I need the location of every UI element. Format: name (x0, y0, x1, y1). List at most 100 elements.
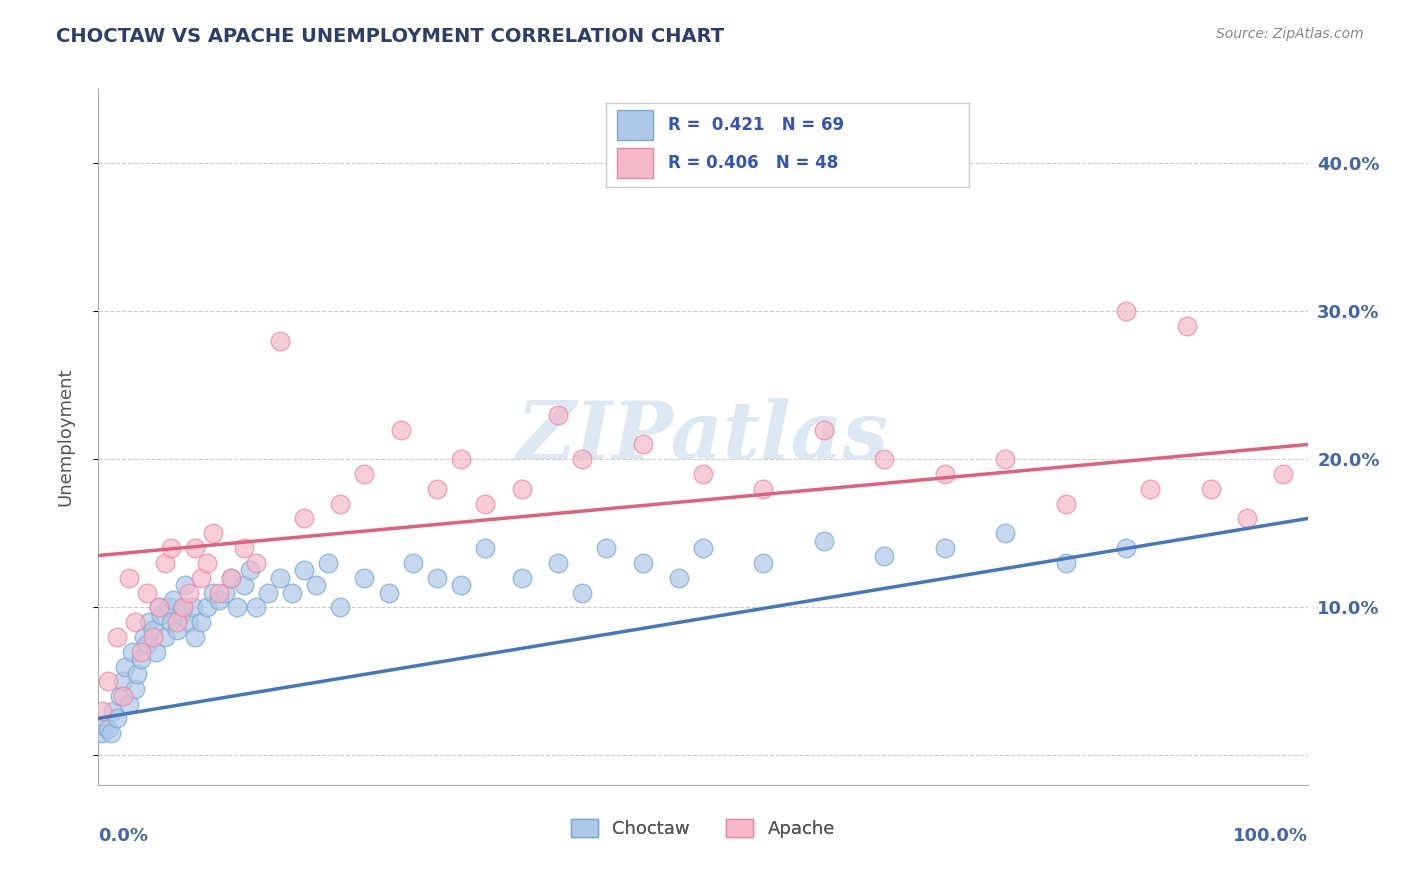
Point (174, 578, 197, 592)
Point (631, 437, 654, 451)
Point (232, 578, 254, 592)
Point (111, 689, 134, 703)
Point (813, 423, 835, 437)
Point (692, 467, 714, 481)
Point (1236, 511, 1258, 525)
Point (153, 630, 176, 644)
Point (142, 630, 165, 644)
Point (510, 482, 533, 496)
Point (245, 556, 267, 570)
Point (202, 585, 225, 599)
Point (226, 600, 249, 615)
Point (329, 497, 352, 511)
Point (145, 645, 167, 659)
Y-axis label: Unemployment: Unemployment (56, 368, 75, 507)
Text: CHOCTAW VS APACHE UNEMPLOYMENT CORRELATION CHART: CHOCTAW VS APACHE UNEMPLOYMENT CORRELATI… (56, 27, 724, 45)
Point (353, 571, 375, 585)
Point (547, 556, 569, 570)
Point (305, 578, 328, 592)
Point (1139, 482, 1161, 496)
Point (195, 600, 218, 615)
Point (162, 593, 184, 607)
Point (129, 652, 152, 666)
Point (190, 615, 212, 629)
Point (214, 585, 236, 599)
Point (450, 452, 472, 467)
Point (108, 689, 131, 703)
Point (195, 556, 218, 570)
Point (118, 571, 141, 585)
Point (595, 541, 617, 555)
Point (221, 571, 243, 585)
Point (1054, 497, 1077, 511)
Point (281, 585, 304, 599)
Point (166, 623, 188, 637)
Point (474, 497, 496, 511)
Point (873, 549, 896, 563)
Point (202, 526, 225, 541)
Point (631, 556, 654, 570)
Point (172, 600, 194, 615)
Point (172, 600, 194, 615)
Point (114, 659, 136, 673)
Point (111, 674, 134, 689)
Point (160, 615, 183, 629)
Point (169, 607, 191, 622)
Point (994, 452, 1017, 467)
Point (934, 541, 956, 555)
Point (1272, 467, 1295, 481)
Point (1199, 482, 1222, 496)
Point (752, 482, 775, 496)
Point (426, 482, 449, 496)
Point (450, 578, 472, 592)
Text: 100.0%: 100.0% (1233, 827, 1308, 845)
Point (402, 556, 425, 570)
Point (142, 623, 165, 637)
Point (134, 630, 156, 644)
Point (101, 704, 124, 718)
Point (148, 600, 170, 615)
Point (208, 593, 231, 607)
Text: Source: ZipAtlas.com: Source: ZipAtlas.com (1216, 27, 1364, 41)
Point (153, 556, 176, 570)
Point (135, 637, 157, 651)
Point (184, 630, 207, 644)
Point (129, 645, 152, 659)
Point (474, 541, 496, 555)
Point (269, 571, 291, 585)
Point (239, 563, 262, 577)
Point (179, 615, 201, 629)
Point (181, 600, 204, 615)
Point (121, 645, 143, 659)
Point (510, 571, 533, 585)
Point (190, 571, 212, 585)
Point (105, 711, 128, 725)
Point (1054, 556, 1077, 570)
Point (105, 630, 128, 644)
Point (91, 704, 114, 718)
Point (426, 571, 449, 585)
Point (135, 585, 157, 599)
Point (97, 674, 120, 689)
Point (100, 726, 122, 740)
Point (1115, 304, 1137, 318)
Point (292, 511, 315, 525)
Point (93, 719, 115, 733)
Point (269, 334, 291, 348)
Point (813, 533, 835, 548)
Text: 0.0%: 0.0% (98, 827, 149, 845)
Point (91, 726, 114, 740)
Point (377, 585, 399, 599)
Point (353, 467, 375, 481)
Point (138, 615, 160, 629)
Point (692, 541, 714, 555)
Point (752, 556, 775, 570)
Point (118, 697, 141, 711)
Point (166, 615, 188, 629)
Point (547, 408, 569, 422)
Point (1175, 319, 1198, 334)
Point (329, 600, 352, 615)
Point (160, 541, 183, 555)
Point (179, 585, 201, 599)
Point (571, 585, 593, 599)
